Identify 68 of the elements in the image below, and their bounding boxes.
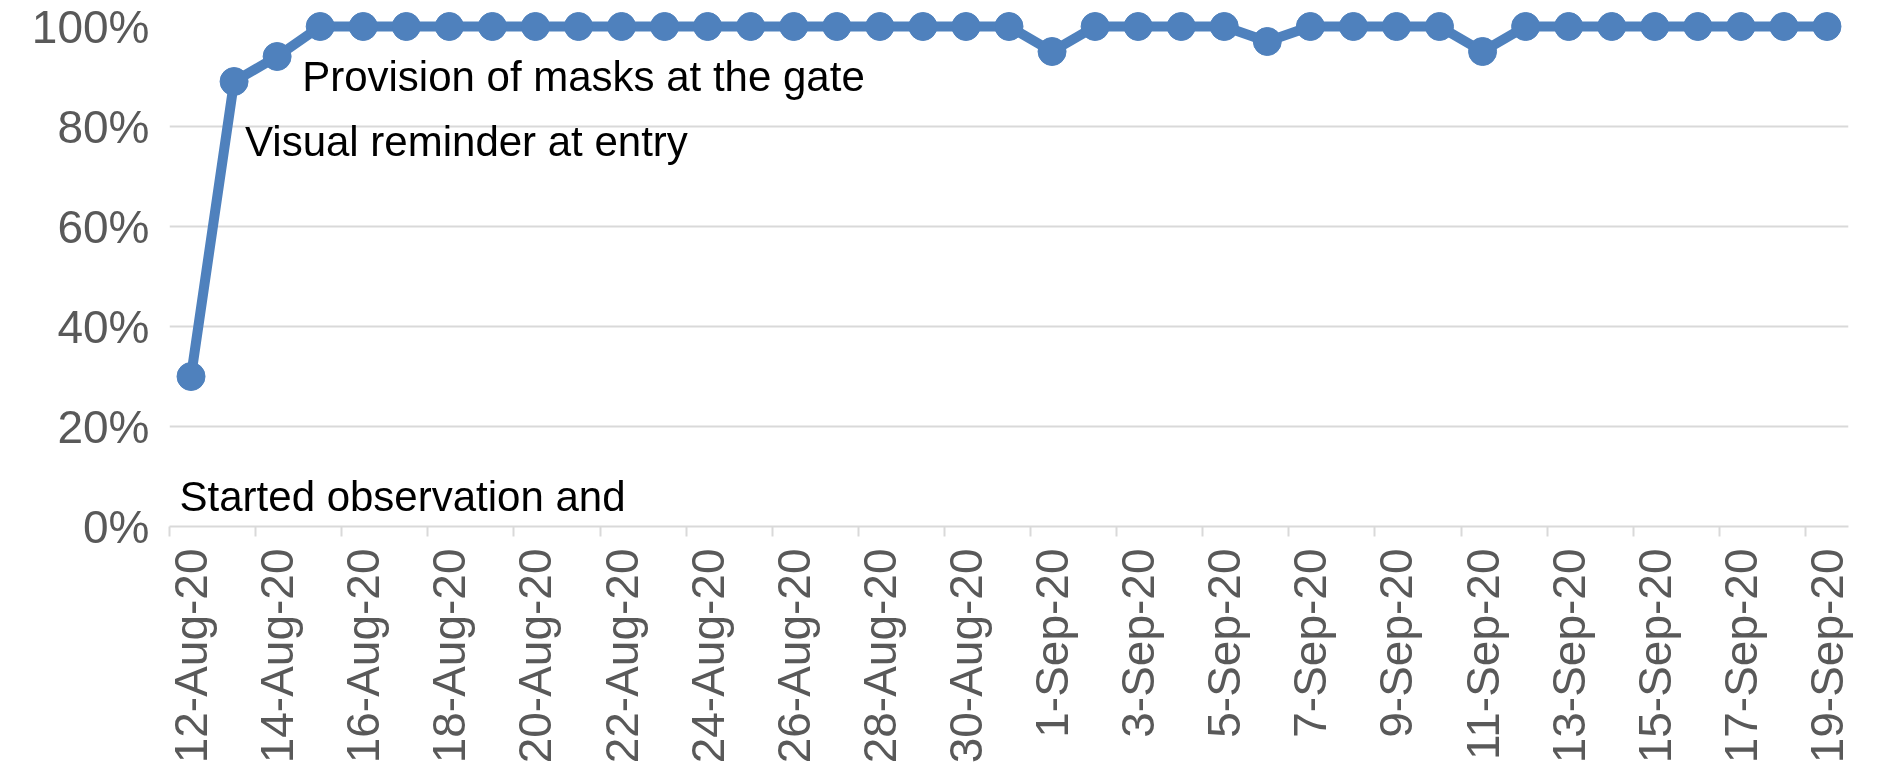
point: [1166, 12, 1196, 41]
point: [1640, 12, 1670, 41]
point: [1123, 12, 1153, 41]
y-tick-label: 20%: [57, 400, 150, 453]
point: [1511, 12, 1541, 41]
point: [1425, 12, 1455, 41]
point: [1554, 12, 1584, 41]
point: [1812, 12, 1842, 41]
x-tick-label: 13-Sep-20: [1542, 548, 1595, 764]
x-tick-label: 24-Aug-20: [681, 548, 734, 764]
x-tick-label: 7-Sep-20: [1284, 548, 1337, 738]
y-tick-label: 100%: [31, 0, 150, 53]
point: [1381, 12, 1411, 41]
y-tick-label: 0%: [83, 500, 150, 553]
y-tick-label: 60%: [57, 200, 150, 253]
x-tick-label: 19-Sep-20: [1800, 548, 1853, 764]
x-tick-label: 12-Aug-20: [165, 548, 218, 764]
y-tick-label: 40%: [57, 300, 150, 353]
x-tick-label: 30-Aug-20: [939, 548, 992, 764]
x-tick-label: 17-Sep-20: [1714, 548, 1767, 764]
point: [1769, 12, 1799, 41]
point: [1683, 12, 1713, 41]
annotation: Visual reminder at entry: [245, 118, 688, 165]
point: [693, 12, 723, 41]
point: [736, 12, 766, 41]
point: [822, 12, 852, 41]
point: [951, 12, 981, 41]
x-tick-label: 9-Sep-20: [1370, 548, 1423, 738]
point: [1209, 12, 1239, 41]
point: [348, 12, 378, 41]
point: [305, 12, 335, 41]
point: [176, 362, 206, 391]
point: [994, 12, 1024, 41]
point: [391, 12, 421, 41]
x-tick-label: 5-Sep-20: [1198, 548, 1251, 738]
point: [477, 12, 507, 41]
point: [865, 12, 895, 41]
point: [1468, 37, 1498, 66]
point: [262, 42, 292, 71]
x-tick-label: 26-Aug-20: [767, 548, 820, 764]
point: [650, 12, 680, 41]
point: [779, 12, 809, 41]
point: [1080, 12, 1110, 41]
x-tick-label: 11-Sep-20: [1456, 548, 1509, 760]
x-tick-label: 28-Aug-20: [853, 548, 906, 764]
x-tick-label: 18-Aug-20: [423, 548, 476, 764]
point: [434, 12, 464, 41]
x-tick-label: 14-Aug-20: [251, 548, 304, 764]
y-tick-label: 80%: [57, 100, 150, 153]
point: [1252, 27, 1282, 56]
point: [607, 12, 637, 41]
point: [1597, 12, 1627, 41]
point: [1295, 12, 1325, 41]
x-tick-label: 3-Sep-20: [1112, 548, 1165, 738]
x-tick-label: 20-Aug-20: [509, 548, 562, 764]
point: [563, 12, 593, 41]
point: [219, 67, 249, 96]
annotation: Provision of masks at the gate: [302, 53, 865, 100]
x-tick-label: 16-Aug-20: [337, 548, 390, 764]
x-tick-label: 22-Aug-20: [595, 548, 648, 764]
point: [1726, 12, 1756, 41]
x-tick-label: 1-Sep-20: [1026, 548, 1079, 738]
point: [1338, 12, 1368, 41]
annotation: Started observation and: [179, 473, 626, 520]
point: [1037, 37, 1067, 66]
point: [908, 12, 938, 41]
x-tick-label: 15-Sep-20: [1628, 548, 1681, 764]
point: [520, 12, 550, 41]
